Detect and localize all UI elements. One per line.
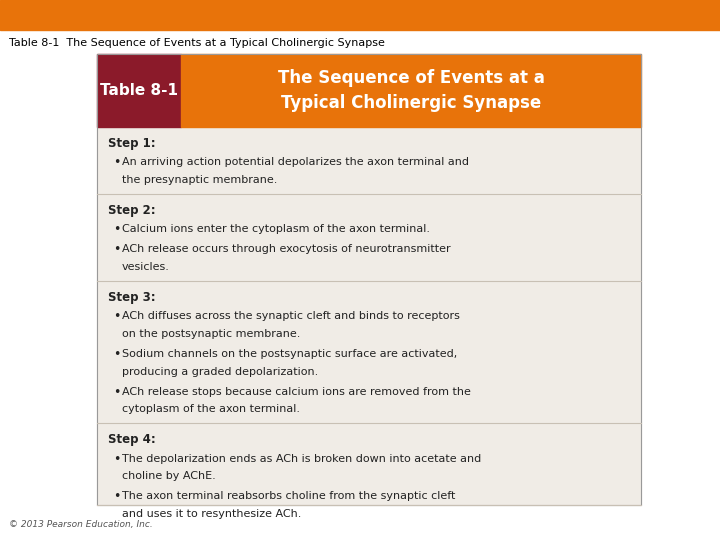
Text: An arriving action potential depolarizes the axon terminal and: An arriving action potential depolarizes… <box>122 157 469 167</box>
Text: •: • <box>113 386 120 399</box>
Text: Table 8-1  The Sequence of Events at a Typical Cholinergic Synapse: Table 8-1 The Sequence of Events at a Ty… <box>9 38 384 48</box>
Text: Table 8-1: Table 8-1 <box>100 83 179 98</box>
Text: Sodium channels on the postsynaptic surface are activated,: Sodium channels on the postsynaptic surf… <box>122 349 457 359</box>
Text: cytoplasm of the axon terminal.: cytoplasm of the axon terminal. <box>122 404 300 415</box>
Text: and uses it to resynthesize ACh.: and uses it to resynthesize ACh. <box>122 509 301 519</box>
Text: •: • <box>113 243 120 256</box>
Text: •: • <box>113 490 120 503</box>
Text: the presynaptic membrane.: the presynaptic membrane. <box>122 175 277 185</box>
Text: Step 4:: Step 4: <box>108 433 156 446</box>
Text: The depolarization ends as ACh is broken down into acetate and: The depolarization ends as ACh is broken… <box>122 454 481 464</box>
Text: Step 1:: Step 1: <box>108 137 156 150</box>
Text: The Sequence of Events at a
Typical Cholinergic Synapse: The Sequence of Events at a Typical Chol… <box>278 69 544 112</box>
Text: ACh release occurs through exocytosis of neurotransmitter: ACh release occurs through exocytosis of… <box>122 244 450 254</box>
Text: ACh diffuses across the synaptic cleft and binds to receptors: ACh diffuses across the synaptic cleft a… <box>122 311 459 321</box>
Text: Calcium ions enter the cytoplasm of the axon terminal.: Calcium ions enter the cytoplasm of the … <box>122 224 430 234</box>
Text: •: • <box>113 223 120 236</box>
Bar <box>97 54 641 505</box>
Bar <box>0 0 720 30</box>
Text: © 2013 Pearson Education, Inc.: © 2013 Pearson Education, Inc. <box>9 520 153 529</box>
Text: Step 2:: Step 2: <box>108 204 156 217</box>
Text: •: • <box>113 310 120 323</box>
Bar <box>181 54 641 127</box>
Text: The axon terminal reabsorbs choline from the synaptic cleft: The axon terminal reabsorbs choline from… <box>122 491 455 502</box>
Text: ACh release stops because calcium ions are removed from the: ACh release stops because calcium ions a… <box>122 387 471 397</box>
Text: •: • <box>113 156 120 169</box>
Bar <box>97 127 641 505</box>
Text: choline by AChE.: choline by AChE. <box>122 471 215 482</box>
Text: on the postsynaptic membrane.: on the postsynaptic membrane. <box>122 329 300 339</box>
Bar <box>97 54 181 127</box>
Text: •: • <box>113 348 120 361</box>
Text: Step 3:: Step 3: <box>108 291 156 303</box>
Text: producing a graded depolarization.: producing a graded depolarization. <box>122 367 318 377</box>
Text: •: • <box>113 453 120 465</box>
Text: vesicles.: vesicles. <box>122 262 169 272</box>
